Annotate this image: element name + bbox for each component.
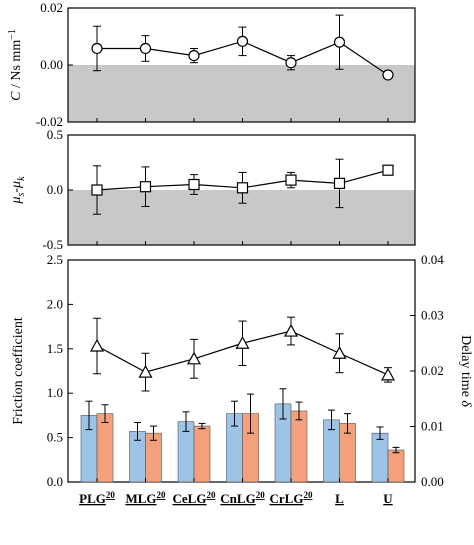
- y-tick-label: 0.02: [40, 0, 63, 15]
- y-tick-label: 1.0: [47, 385, 63, 400]
- y2-axis-label: Delay time δ: [458, 335, 473, 407]
- bar-orange: [193, 425, 211, 483]
- y-tick-label: 0.0: [47, 474, 63, 489]
- data-point-square: [333, 177, 346, 189]
- y-tick-label: 0.5: [47, 127, 63, 142]
- data-point-square: [91, 184, 103, 196]
- category-label: L: [335, 491, 344, 506]
- y-tick-label: 1.5: [47, 341, 63, 356]
- data-point-square: [188, 178, 200, 191]
- bar-orange: [96, 413, 114, 483]
- y-axis-label: C / Ns mm−1: [7, 29, 24, 101]
- y2-tick-label: 0.03: [421, 308, 444, 323]
- y-tick-label: -0.02: [36, 114, 63, 129]
- data-point-triangle: [186, 351, 202, 365]
- y-tick-label: 2.0: [47, 296, 63, 311]
- category-label: CeLG20: [173, 490, 216, 506]
- data-point-circle: [139, 42, 152, 55]
- data-point-circle: [333, 36, 346, 48]
- data-point-triangle: [283, 323, 299, 337]
- y2-tick-label: 0.04: [421, 252, 444, 267]
- shaded-negative-region: [68, 190, 415, 245]
- data-point-square: [285, 174, 297, 186]
- data-point-square: [382, 164, 394, 176]
- data-point-square: [236, 182, 249, 194]
- category-label: U: [383, 491, 393, 506]
- bar-orange: [387, 449, 405, 483]
- category-label: MLG20: [125, 490, 166, 506]
- data-point-square: [139, 181, 152, 193]
- y2-tick-label: 0.00: [421, 474, 444, 489]
- y-tick-label: 2.5: [47, 252, 63, 267]
- data-point-triangle: [332, 345, 347, 359]
- category-label: CrLG20: [270, 490, 313, 506]
- y-tick-label: -0.5: [42, 237, 63, 252]
- data-point-circle: [382, 69, 394, 81]
- y-axis-label: Friction coefficient: [11, 317, 26, 425]
- data-point-triangle: [89, 338, 105, 352]
- data-point-triangle: [235, 335, 250, 349]
- y2-tick-label: 0.01: [421, 419, 444, 434]
- y2-tick-label: 0.02: [421, 363, 444, 378]
- y-tick-label: 0.5: [47, 430, 63, 445]
- y-tick-label: 0.00: [40, 57, 63, 72]
- data-point-triangle: [138, 364, 153, 378]
- bar-blue: [371, 432, 389, 483]
- data-point-circle: [91, 42, 103, 55]
- data-point-circle: [285, 57, 297, 69]
- category-label: PLG20: [79, 490, 115, 506]
- y-tick-label: 0.0: [47, 182, 63, 197]
- bar-orange: [290, 410, 308, 483]
- category-label: CnLG20: [220, 490, 265, 506]
- shaded-negative-region: [68, 65, 415, 122]
- data-point-triangle: [380, 367, 396, 381]
- data-point-circle: [236, 35, 249, 47]
- data-point-circle: [188, 49, 200, 62]
- y-axis-label: μs-μk: [9, 176, 27, 205]
